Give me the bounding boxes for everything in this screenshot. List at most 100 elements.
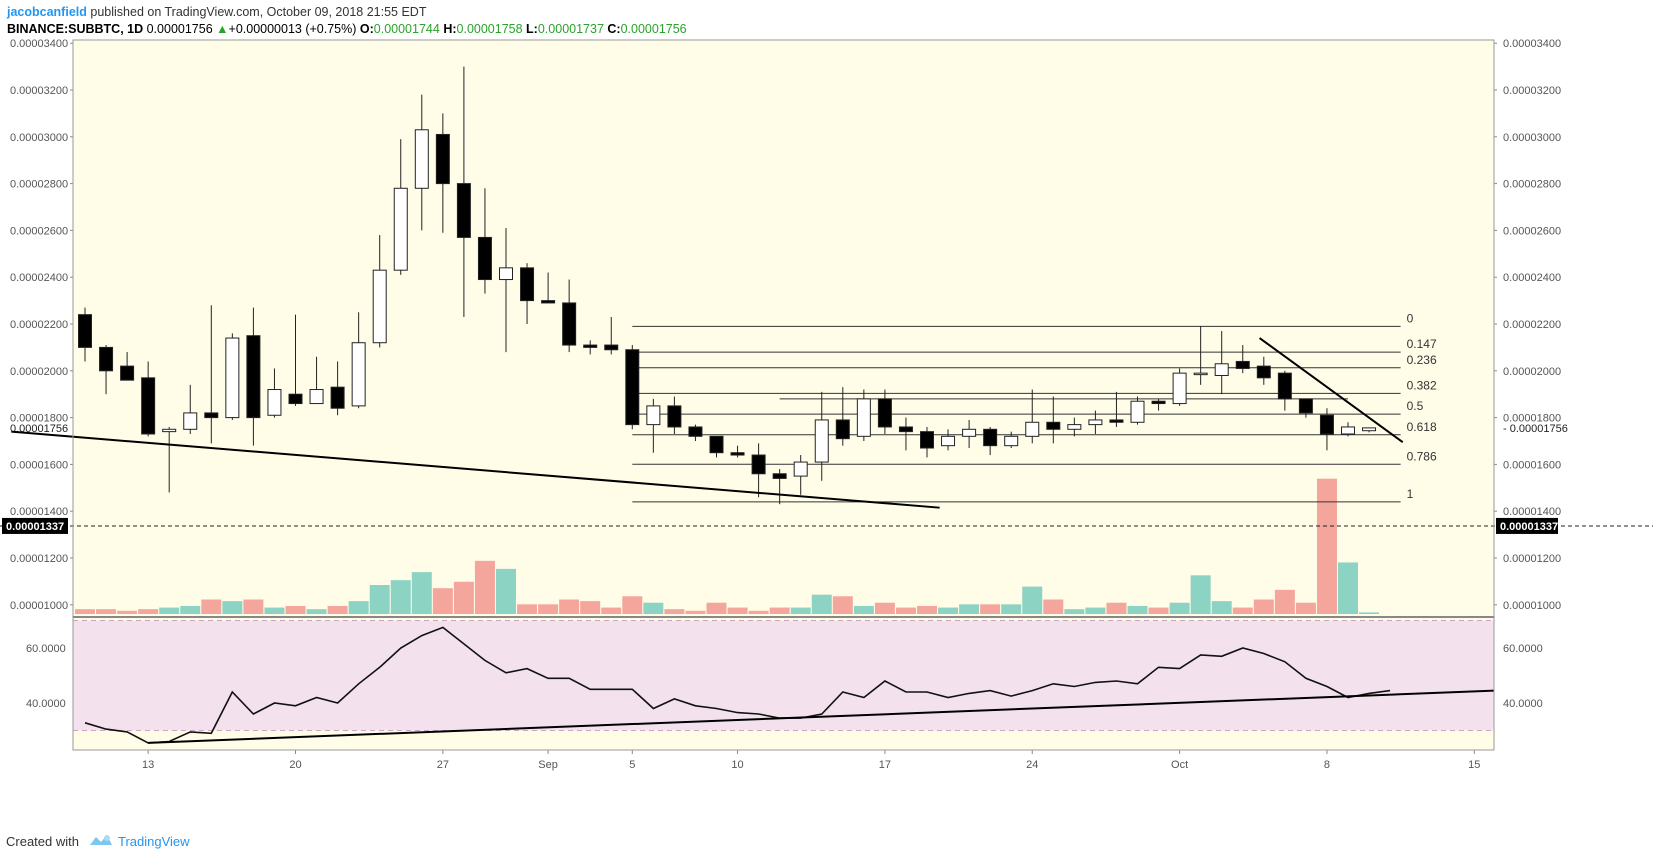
time-axis-tick-label: 17 (879, 759, 891, 771)
price-axis-tick-label: 0.00002400 (1503, 272, 1561, 284)
high-label: H: (443, 22, 457, 36)
candle-up (856, 398, 871, 437)
volume-bar (180, 605, 201, 614)
volume-bar (1022, 586, 1043, 614)
tradingview-link[interactable]: TradingView (118, 834, 190, 849)
volume-bar (832, 596, 853, 614)
fib-level-label: 0.786 (1407, 449, 1437, 463)
time-axis-tick-label: 8 (1324, 759, 1330, 771)
author-link[interactable]: jacobcanfield (7, 5, 87, 19)
tradingview-logo-icon (90, 835, 112, 845)
fib-level-label: 0.618 (1407, 420, 1437, 434)
candle-down (520, 267, 535, 302)
volume-bar (1232, 607, 1253, 614)
volume-bar (706, 602, 727, 614)
candle-down (772, 473, 787, 479)
volume-bar (685, 610, 706, 614)
candle-up (414, 129, 429, 189)
candle-down (99, 346, 114, 372)
price-axis-tick-label: 0.00003000 (10, 132, 68, 144)
candle-up (183, 412, 198, 430)
candle-down (667, 405, 682, 428)
volume-bar (1001, 604, 1022, 614)
candle-down (456, 183, 471, 238)
time-axis-tick-label: 10 (731, 759, 743, 771)
candle-down (583, 344, 598, 348)
time-axis-tick-label: 24 (1026, 759, 1038, 771)
price-axis-tick-label: 0.00001800 (1503, 413, 1561, 425)
volume-bar (1190, 575, 1211, 614)
candle-down (604, 344, 619, 351)
volume-bar (769, 607, 790, 614)
symbol-label[interactable]: BINANCE:SUBBTC, 1D (7, 22, 144, 36)
volume-bar (411, 572, 432, 614)
candle-down (709, 435, 724, 454)
candle-up (162, 428, 177, 433)
candle-down (1298, 398, 1313, 414)
price-pane-background (73, 40, 1494, 616)
volume-bar (1359, 612, 1380, 614)
volume-bar (1106, 602, 1127, 614)
volume-bar (853, 605, 874, 614)
rsi-axis-tick-label: 40.0000 (26, 698, 66, 710)
up-arrow-icon: ▲ (216, 22, 229, 36)
volume-bar (243, 599, 264, 614)
price-axis-tick-label: 0.00001800 (10, 413, 68, 425)
candle-down (120, 365, 135, 381)
volume-bar (75, 609, 95, 614)
chart-canvas[interactable]: 0.00003400 0.00003400 0.00003200 0.00003200… (0, 0, 1653, 826)
candle-down (1319, 414, 1334, 435)
volume-bar (1253, 599, 1274, 614)
candle-down (1277, 372, 1292, 400)
volume-bar (1211, 601, 1232, 614)
price-axis-tick-label: 0.00002600 (10, 225, 68, 237)
rsi-axis-tick-label: 40.0000 (1503, 698, 1543, 710)
price-axis-tick-label: 0.00002600 (1503, 225, 1561, 237)
candle-up (267, 389, 282, 416)
volume-bar (453, 581, 474, 614)
support-price-badge (1496, 517, 1558, 534)
candle-down (435, 133, 450, 185)
volume-bar (1127, 605, 1148, 614)
candle-up (1341, 426, 1355, 435)
candle-up (1214, 363, 1229, 376)
low-label: L: (526, 22, 538, 36)
rsi-axis-tick-label: 60.0000 (26, 643, 66, 655)
fib-level-label: 0.147 (1407, 337, 1437, 351)
price-change: +0.00000013 (+0.75%) (228, 22, 357, 36)
price-axis-tick-label: 0.00001600 (10, 459, 68, 471)
fib-level-label: 0.5 (1407, 399, 1424, 413)
candle-down (625, 349, 640, 426)
close-value: 0.00001756 (620, 22, 687, 36)
volume-bar (1338, 562, 1358, 614)
volume-bar (643, 602, 664, 614)
candle-down (288, 393, 303, 405)
price-axis-tick-label: 0.00002000 (10, 366, 68, 378)
volume-bar (306, 609, 327, 614)
price-axis-tick-label: 0.00002800 (10, 179, 68, 191)
fib-level-label: 0.236 (1407, 353, 1437, 367)
price-axis-tick-label: 0.00003200 (10, 85, 68, 97)
candle-down (920, 431, 934, 449)
last-price: 0.00001756 (146, 22, 213, 36)
close-label: C: (607, 22, 621, 36)
high-value: 0.00001758 (456, 22, 523, 36)
volume-bar (811, 594, 832, 614)
candle-down (141, 377, 156, 435)
volume-bar (874, 602, 895, 614)
rsi-band (73, 620, 1494, 731)
volume-bar (980, 604, 1001, 614)
price-axis-tick-label: 0.00001000 (10, 600, 68, 612)
volume-bar (727, 607, 748, 614)
support-price-label: 0.00001337 (6, 521, 64, 533)
volume-bar (1316, 478, 1337, 614)
candle-down (1256, 365, 1271, 379)
candle-down (835, 419, 850, 440)
volume-bar (748, 610, 769, 614)
fib-level-label: 0 (1407, 311, 1414, 325)
volume-bar (496, 568, 516, 614)
volume-bar (1043, 599, 1064, 614)
volume-bar (1274, 589, 1295, 614)
volume-bar (138, 609, 159, 614)
chart-border (72, 39, 1495, 751)
